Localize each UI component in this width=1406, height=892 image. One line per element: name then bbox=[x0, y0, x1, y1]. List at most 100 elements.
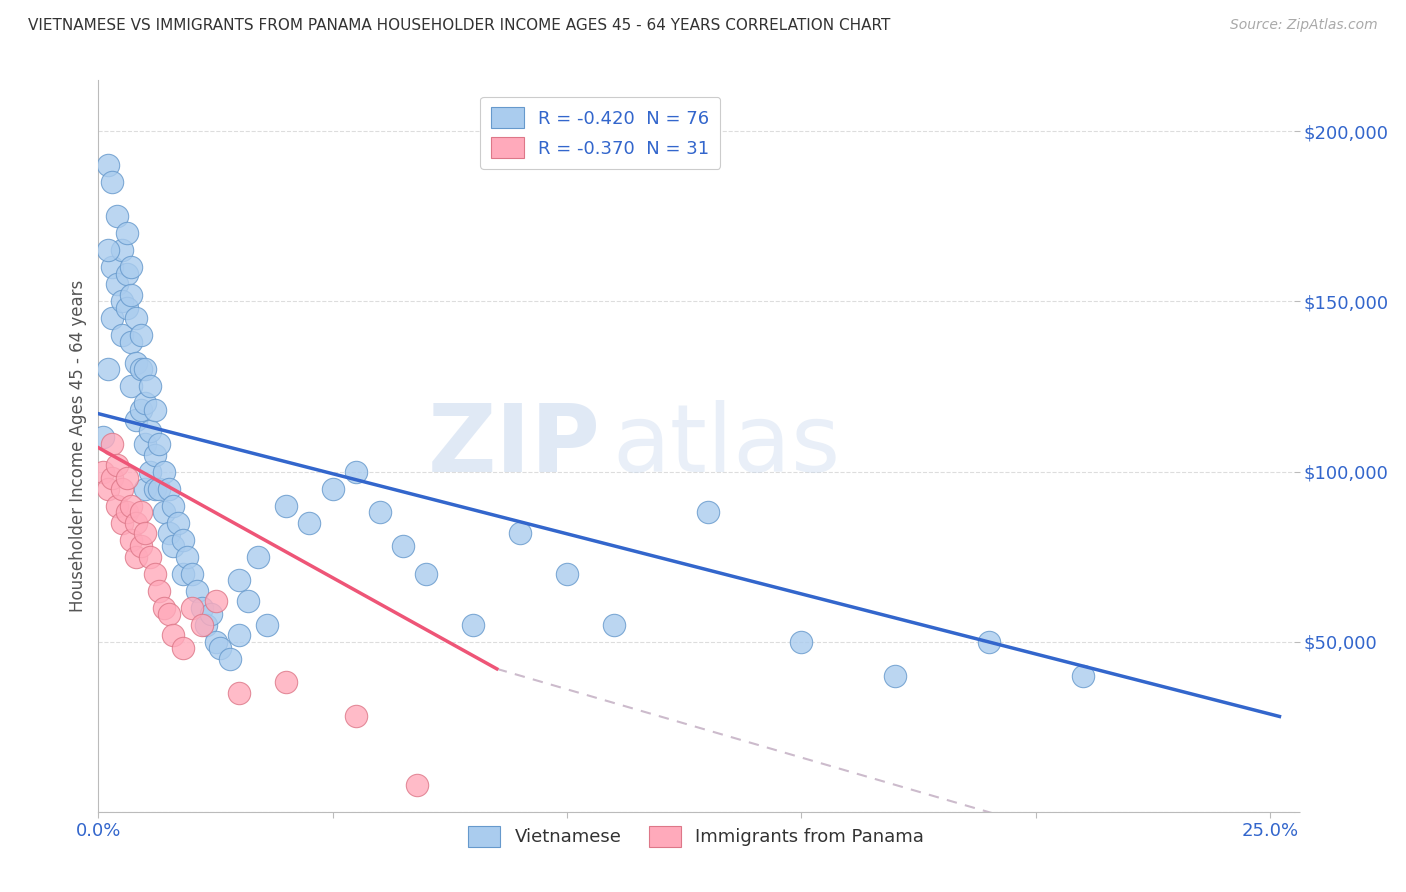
Point bbox=[115, 505, 138, 519]
Point bbox=[298, 516, 321, 530]
Point bbox=[172, 533, 194, 547]
Point bbox=[162, 628, 184, 642]
Point bbox=[129, 362, 152, 376]
Point bbox=[125, 549, 148, 564]
Point bbox=[143, 448, 166, 462]
Point bbox=[181, 600, 204, 615]
Point bbox=[139, 379, 162, 393]
Point bbox=[143, 566, 166, 581]
Point bbox=[120, 499, 142, 513]
Point bbox=[120, 335, 142, 350]
Point bbox=[111, 482, 134, 496]
Point bbox=[134, 396, 156, 410]
Text: Source: ZipAtlas.com: Source: ZipAtlas.com bbox=[1230, 18, 1378, 32]
Point bbox=[162, 499, 184, 513]
Point bbox=[139, 424, 162, 438]
Point bbox=[139, 549, 162, 564]
Point bbox=[120, 287, 142, 301]
Text: atlas: atlas bbox=[613, 400, 841, 492]
Point bbox=[274, 499, 297, 513]
Point bbox=[884, 668, 907, 682]
Point bbox=[274, 675, 297, 690]
Point bbox=[463, 617, 485, 632]
Point bbox=[186, 583, 208, 598]
Text: VIETNAMESE VS IMMIGRANTS FROM PANAMA HOUSEHOLDER INCOME AGES 45 - 64 YEARS CORRE: VIETNAMESE VS IMMIGRANTS FROM PANAMA HOU… bbox=[28, 18, 890, 33]
Point bbox=[101, 471, 124, 485]
Point bbox=[101, 311, 124, 326]
Point bbox=[157, 525, 180, 540]
Point bbox=[392, 540, 415, 554]
Point bbox=[322, 482, 344, 496]
Point bbox=[204, 634, 226, 648]
Point bbox=[162, 540, 184, 554]
Point bbox=[129, 505, 152, 519]
Point bbox=[111, 328, 134, 343]
Point bbox=[105, 277, 128, 292]
Point bbox=[368, 505, 391, 519]
Point bbox=[228, 628, 250, 642]
Point bbox=[91, 430, 114, 444]
Point bbox=[190, 600, 212, 615]
Point bbox=[1071, 668, 1094, 682]
Point bbox=[105, 458, 128, 472]
Point bbox=[120, 260, 142, 275]
Point bbox=[209, 641, 232, 656]
Point bbox=[125, 413, 148, 427]
Point bbox=[120, 379, 142, 393]
Point bbox=[406, 777, 429, 791]
Point bbox=[148, 437, 170, 451]
Point bbox=[105, 499, 128, 513]
Y-axis label: Householder Income Ages 45 - 64 years: Householder Income Ages 45 - 64 years bbox=[69, 280, 87, 612]
Point bbox=[111, 516, 134, 530]
Point bbox=[228, 574, 250, 588]
Point bbox=[105, 210, 128, 224]
Point bbox=[157, 482, 180, 496]
Point bbox=[97, 158, 120, 172]
Point bbox=[143, 403, 166, 417]
Point bbox=[344, 465, 367, 479]
Point bbox=[125, 356, 148, 370]
Point bbox=[143, 482, 166, 496]
Point bbox=[172, 566, 194, 581]
Point bbox=[256, 617, 278, 632]
Point bbox=[195, 617, 218, 632]
Point bbox=[134, 437, 156, 451]
Point bbox=[101, 260, 124, 275]
Point bbox=[129, 328, 152, 343]
Point bbox=[238, 594, 260, 608]
Point bbox=[509, 525, 531, 540]
Point bbox=[129, 540, 152, 554]
Point bbox=[125, 516, 148, 530]
Point bbox=[129, 403, 152, 417]
Point bbox=[555, 566, 578, 581]
Point bbox=[97, 244, 120, 258]
Point bbox=[603, 617, 626, 632]
Point bbox=[101, 175, 124, 189]
Point bbox=[176, 549, 198, 564]
Point bbox=[204, 594, 226, 608]
Point bbox=[134, 525, 156, 540]
Point bbox=[134, 362, 156, 376]
Point bbox=[97, 362, 120, 376]
Point bbox=[157, 607, 180, 622]
Point bbox=[134, 482, 156, 496]
Point bbox=[111, 294, 134, 309]
Point bbox=[101, 437, 124, 451]
Point bbox=[153, 600, 176, 615]
Point bbox=[218, 651, 240, 665]
Point bbox=[115, 471, 138, 485]
Point bbox=[167, 516, 190, 530]
Point bbox=[977, 634, 1000, 648]
Text: ZIP: ZIP bbox=[427, 400, 600, 492]
Point bbox=[181, 566, 204, 581]
Point bbox=[115, 301, 138, 316]
Point bbox=[790, 634, 813, 648]
Point bbox=[115, 267, 138, 281]
Point bbox=[148, 482, 170, 496]
Point bbox=[97, 482, 120, 496]
Point bbox=[139, 465, 162, 479]
Point bbox=[246, 549, 269, 564]
Point bbox=[91, 465, 114, 479]
Point bbox=[172, 641, 194, 656]
Point bbox=[200, 607, 222, 622]
